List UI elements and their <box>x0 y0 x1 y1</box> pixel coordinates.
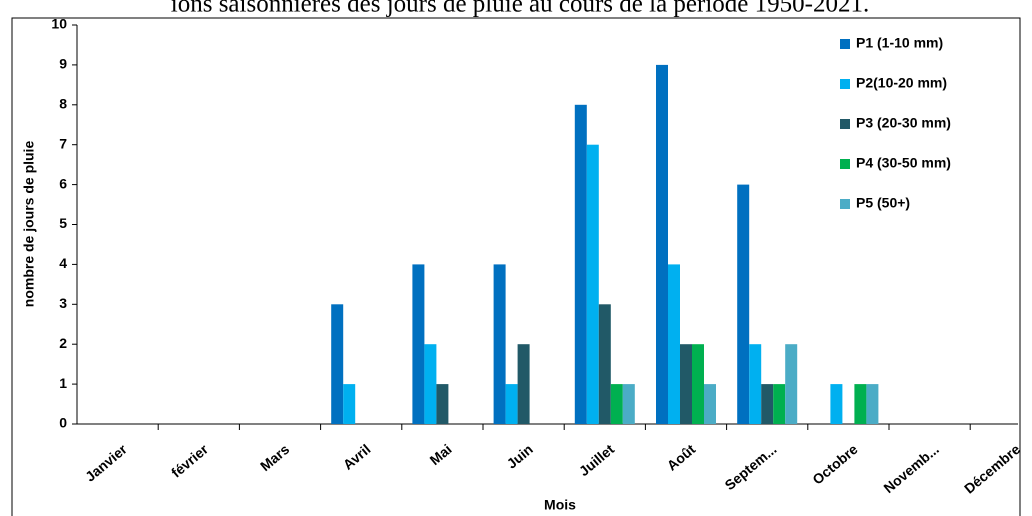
bar <box>749 344 762 424</box>
bar <box>586 144 599 424</box>
x-axis-label: Mois <box>544 497 576 513</box>
bar <box>517 344 530 424</box>
y-tick-label: 2 <box>59 335 67 351</box>
bar <box>424 344 437 424</box>
bar <box>704 384 716 424</box>
legend-swatch <box>840 39 850 49</box>
bar <box>343 384 356 424</box>
y-tick-label: 9 <box>59 56 67 72</box>
legend-label: P3 (20-30 mm) <box>856 115 951 131</box>
bar <box>680 344 692 424</box>
x-tick-label: Novemb... <box>880 441 942 496</box>
y-tick-label: 10 <box>51 16 67 32</box>
x-tick-label: février <box>168 441 211 481</box>
x-tick-label: Octobre <box>809 441 861 488</box>
x-tick-label: Mars <box>257 441 292 474</box>
y-tick-label: 1 <box>59 375 67 391</box>
x-tick-label: Juillet <box>576 441 618 479</box>
bar <box>692 344 704 424</box>
bar <box>656 64 668 425</box>
y-axis-label: nombre de jours de pluie <box>21 141 37 308</box>
x-tick-label: Décembre <box>961 441 1023 497</box>
bar <box>830 384 843 424</box>
y-tick-label: 0 <box>59 415 67 431</box>
y-tick-label: 4 <box>59 255 67 271</box>
legend-swatch <box>840 79 850 89</box>
bar <box>866 384 879 424</box>
bar <box>761 384 774 424</box>
y-tick-label: 7 <box>59 135 67 151</box>
bar <box>331 304 344 424</box>
bar <box>668 264 680 424</box>
x-tick-label: Juin <box>504 441 536 472</box>
legend-label: P1 (1-10 mm) <box>856 35 943 51</box>
bar <box>773 384 786 424</box>
bar <box>785 344 798 424</box>
y-tick-label: 8 <box>59 96 67 112</box>
y-tick-label: 5 <box>59 215 67 231</box>
bar <box>622 384 635 424</box>
y-tick-label: 6 <box>59 175 67 191</box>
legend-swatch <box>840 199 850 209</box>
bar <box>412 264 425 424</box>
bar <box>436 384 449 424</box>
legend-label: P2(10-20 mm) <box>856 75 947 91</box>
bar <box>493 264 506 424</box>
x-tick-label: Janvier <box>82 441 130 485</box>
x-tick-label: Septem... <box>722 441 780 493</box>
y-tick-label: 3 <box>59 295 67 311</box>
bar <box>854 384 867 424</box>
x-tick-label: Mai <box>427 441 455 468</box>
chart-border <box>11 17 1021 516</box>
bar <box>505 384 518 424</box>
legend-label: P4 (30-50 mm) <box>856 155 951 171</box>
bar <box>610 384 623 424</box>
chart-title: ions saisonnières des jours de pluie au … <box>171 0 869 18</box>
bar <box>574 104 587 425</box>
legend-swatch <box>840 119 850 129</box>
x-tick-label: Avril <box>340 441 374 473</box>
legend-swatch <box>840 159 850 169</box>
bar <box>737 184 750 424</box>
bar <box>598 304 611 424</box>
x-tick-label: Août <box>664 441 699 474</box>
legend-label: P5 (50+) <box>856 195 910 211</box>
